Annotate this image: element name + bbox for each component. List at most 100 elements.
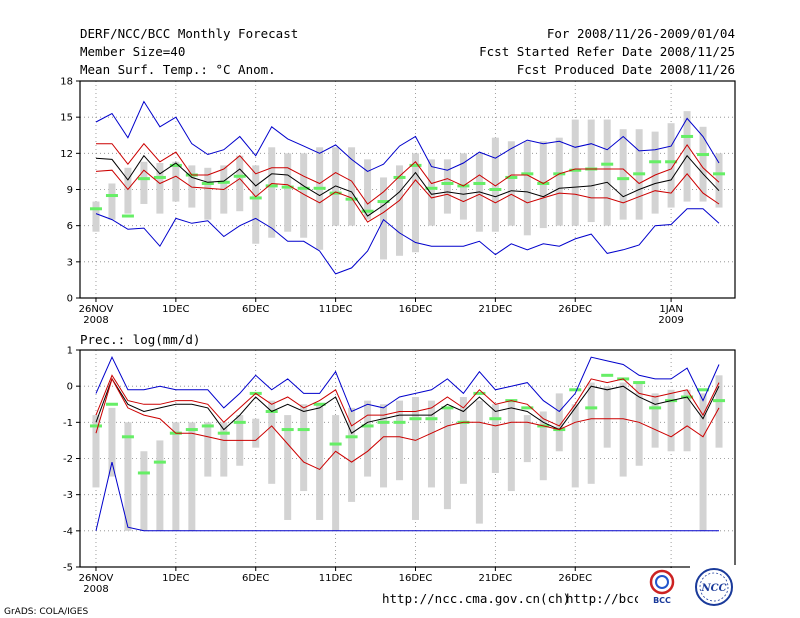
- median-marker: [137, 471, 150, 475]
- median-marker: [217, 180, 230, 184]
- spread-box: [507, 141, 515, 226]
- spread-box: [619, 129, 627, 220]
- median-marker: [185, 428, 198, 432]
- median-marker: [361, 424, 374, 428]
- median-marker: [569, 388, 582, 392]
- median-marker: [153, 175, 166, 179]
- median-marker: [121, 435, 134, 439]
- x-tick-label: 16DEC: [399, 573, 433, 584]
- spread-box: [411, 397, 419, 520]
- spread-box: [188, 422, 196, 531]
- spread-box: [619, 382, 627, 477]
- x-tick-label: 21DEC: [478, 304, 512, 315]
- spread-box: [555, 137, 563, 226]
- spread-box: [204, 167, 212, 220]
- variable-label: Mean Surf. Temp.: °C Anom.: [80, 62, 276, 77]
- spread-box: [156, 440, 164, 531]
- spread-box: [459, 397, 467, 484]
- series-lower-line: [95, 169, 720, 223]
- median-marker: [281, 428, 294, 432]
- median-marker: [521, 406, 534, 410]
- x-tick-label: 26DEC: [558, 304, 592, 315]
- y-tick-label: 18: [60, 77, 73, 88]
- median-marker: [473, 391, 486, 395]
- y-tick-label: -5: [63, 563, 73, 574]
- median-marker: [441, 406, 454, 410]
- spread-box: [92, 415, 100, 488]
- ncc-logo: NCC: [690, 565, 740, 610]
- bcc-url[interactable]: http://bcc.c: [566, 591, 656, 606]
- series-minimum-line: [95, 461, 719, 532]
- spread-box: [140, 161, 148, 204]
- x-tick-label: 16DEC: [399, 304, 433, 315]
- series-maximum-line: [95, 356, 720, 413]
- spread-box: [571, 404, 579, 488]
- y-tick-label: -1: [63, 418, 73, 429]
- spread-box: [364, 159, 372, 220]
- x-tick-label: 21DEC: [478, 573, 512, 584]
- median-marker: [633, 381, 646, 385]
- x-tick-label: 26NOV: [79, 573, 114, 584]
- median-marker: [89, 207, 102, 211]
- spread-box: [603, 119, 611, 226]
- x-tick-year-label: 2008: [83, 584, 108, 595]
- median-marker: [425, 186, 438, 190]
- spread-box: [348, 147, 356, 226]
- member-size: Member Size=40: [80, 44, 185, 59]
- median-marker: [137, 177, 150, 181]
- median-marker: [569, 168, 582, 172]
- x-tick-year-label: 2009: [658, 315, 683, 326]
- ncc-url[interactable]: http://ncc.cma.gov.cn(ch): [382, 591, 570, 606]
- x-tick-label: 1JAN: [659, 304, 682, 315]
- median-marker: [489, 417, 502, 421]
- median-marker: [409, 417, 422, 421]
- spread-box: [715, 375, 723, 448]
- spread-box: [507, 400, 515, 492]
- bcc-logo-text: BCC: [653, 596, 671, 605]
- spread-box: [667, 123, 675, 208]
- median-marker: [617, 177, 630, 181]
- x-tick-label: 6DEC: [242, 573, 269, 584]
- median-marker: [265, 184, 278, 188]
- spread-box: [300, 153, 308, 238]
- median-marker: [169, 163, 182, 167]
- spread-box: [683, 389, 691, 452]
- spread-box: [491, 404, 499, 473]
- spread-box: [667, 389, 675, 452]
- spread-box: [587, 382, 595, 484]
- produced-date: Fcst Produced Date 2008/11/26: [517, 62, 735, 77]
- median-marker: [329, 442, 342, 446]
- spread-box: [316, 147, 324, 250]
- spread-box: [268, 147, 276, 238]
- median-marker: [681, 134, 694, 138]
- spread-box: [92, 201, 100, 232]
- spread-box: [236, 155, 244, 212]
- spread-box: [715, 153, 723, 208]
- spread-box: [443, 407, 451, 510]
- spread-box: [411, 153, 419, 253]
- y-tick-label: 3: [67, 257, 73, 268]
- spread-box: [252, 418, 260, 448]
- x-tick-year-label: 2008: [83, 315, 108, 326]
- spread-box: [427, 400, 435, 488]
- median-marker: [473, 181, 486, 185]
- spread-box: [380, 404, 388, 488]
- start-date: Fcst Started Refer Date 2008/11/25: [479, 44, 735, 59]
- median-marker: [105, 194, 118, 198]
- spread-box: [364, 400, 372, 477]
- spread-box: [699, 126, 707, 202]
- spread-box: [284, 415, 292, 520]
- series-mean-line: [95, 154, 720, 217]
- median-marker: [121, 214, 134, 218]
- median-marker: [281, 185, 294, 189]
- median-marker: [489, 188, 502, 191]
- spread-box: [140, 451, 148, 531]
- median-marker: [233, 174, 246, 178]
- median-marker: [425, 417, 438, 421]
- series-upper-line: [96, 142, 720, 205]
- ncc-logo-text: NCC: [700, 583, 726, 594]
- spread-box: [188, 165, 196, 208]
- spread-box: [172, 422, 180, 531]
- spread-box: [651, 393, 659, 448]
- median-marker: [297, 186, 310, 190]
